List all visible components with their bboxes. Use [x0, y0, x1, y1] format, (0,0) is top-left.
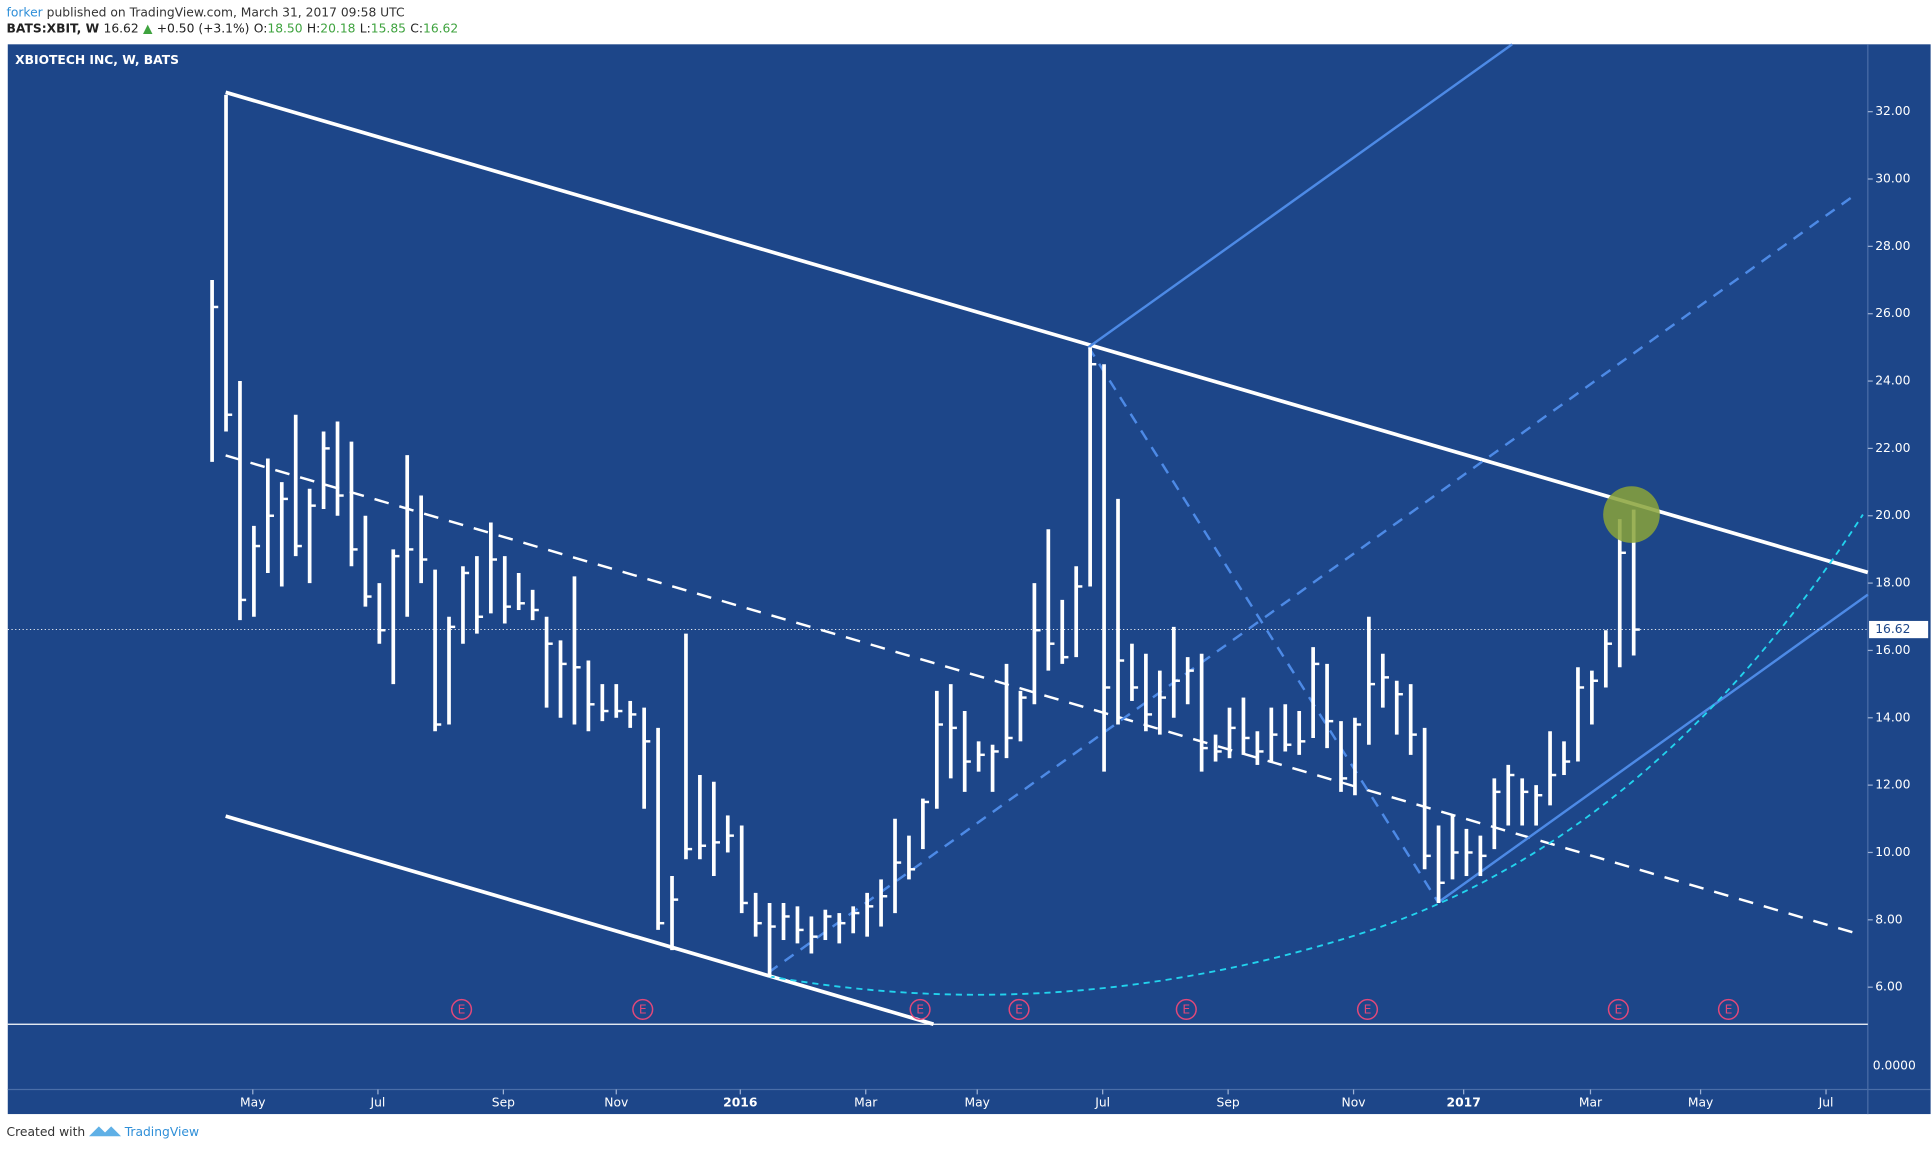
last: 16.62 — [104, 21, 139, 35]
event-label: E — [1614, 1003, 1622, 1017]
header-line-2: BATS:XBIT, W 16.62 ▲ +0.50 (+3.1%) O:18.… — [7, 21, 459, 35]
y-tick-label: 26.00 — [1875, 306, 1910, 320]
trendline — [225, 90, 1869, 575]
event-marker — [450, 998, 473, 1021]
event-label: E — [458, 1003, 466, 1017]
trendline — [225, 814, 935, 1026]
y-tick-label: 32.00 — [1875, 104, 1910, 118]
highlight-circle — [1603, 486, 1660, 543]
pitchfork-line — [1437, 593, 1869, 904]
last-price-label: 16.62 — [1875, 622, 1910, 636]
x-tick-label: Sep — [492, 1095, 515, 1109]
event-label: E — [1182, 1003, 1190, 1017]
x-tick-label: May — [1688, 1095, 1713, 1109]
x-tick-label: Mar — [1579, 1095, 1603, 1109]
event-label: E — [1015, 1003, 1023, 1017]
event-marker — [632, 998, 654, 1021]
y-tick-label: 18.00 — [1875, 576, 1910, 590]
event-label: E — [639, 1003, 647, 1017]
published: published on TradingView.com, March 31, … — [47, 5, 405, 19]
x-tick-label: Sep — [1217, 1095, 1240, 1109]
event-label: E — [1364, 1003, 1372, 1017]
l-value: 15.85 — [371, 21, 406, 35]
y-tick-label: 20.00 — [1875, 508, 1910, 522]
x-tick-label: Jul — [370, 1095, 386, 1109]
event-label: E — [1725, 1003, 1733, 1017]
c-label: C: — [410, 21, 423, 35]
x-tick-label: 2017 — [1447, 1095, 1481, 1109]
event-marker — [1607, 998, 1629, 1021]
l-label: L: — [360, 21, 371, 35]
y-tick-label: 22.00 — [1875, 441, 1910, 455]
footer-brand[interactable]: TradingView — [124, 1125, 199, 1139]
x-tick-label: Nov — [604, 1095, 628, 1109]
y-tick-label: 6.00 — [1875, 980, 1902, 994]
y-tick-label: 30.00 — [1875, 172, 1910, 186]
o-value: 18.50 — [267, 21, 302, 35]
o-label: O: — [254, 21, 268, 35]
event-marker — [1356, 998, 1379, 1021]
event-marker — [1175, 998, 1197, 1021]
footer-created: Created with — [7, 1125, 86, 1139]
change: +0.50 (+3.1%) — [157, 21, 250, 35]
x-tick-label: Nov — [1342, 1095, 1366, 1109]
footer-logo — [89, 1126, 122, 1137]
h-label: H: — [307, 21, 320, 35]
event-marker — [909, 998, 931, 1021]
event-label: E — [916, 1003, 924, 1017]
y-tick-label: 8.00 — [1875, 912, 1902, 926]
x-tick-label: 2016 — [723, 1095, 757, 1109]
chart-title: XBIOTECH INC, W, BATS — [15, 53, 179, 67]
x-tick-label: May — [965, 1095, 990, 1109]
pitchfork-dashed — [767, 193, 1857, 974]
pitchfork-dashed — [1087, 346, 1440, 903]
symbol: BATS:XBIT, W — [7, 21, 100, 35]
y-tick-label: 16.00 — [1875, 643, 1910, 657]
bars — [210, 94, 1640, 978]
pitchfork-line — [1087, 43, 1513, 349]
author[interactable]: forker — [7, 5, 44, 19]
chart-bg — [7, 44, 1931, 1115]
x-tick-label: Mar — [854, 1095, 878, 1109]
x-tick-label: Jul — [1094, 1095, 1110, 1109]
event-marker — [1717, 998, 1740, 1021]
event-marker — [1008, 998, 1030, 1021]
drawings — [225, 43, 1869, 1026]
arrow: ▲ — [143, 21, 153, 35]
y-tick-label: 28.00 — [1875, 239, 1910, 253]
h-value: 20.18 — [320, 21, 355, 35]
x-tick-label: May — [240, 1095, 265, 1109]
lower-pane-tick-label: 0.0000 — [1873, 1059, 1916, 1073]
x-tick-label: Jul — [1818, 1095, 1834, 1109]
last-price-box — [1869, 620, 1929, 639]
header-line-1: forker published on TradingView.com, Mar… — [7, 5, 405, 19]
y-tick-label: 14.00 — [1875, 710, 1910, 724]
c-value: 16.62 — [423, 21, 458, 35]
y-tick-label: 12.00 — [1875, 778, 1910, 792]
y-tick-label: 10.00 — [1875, 845, 1910, 859]
y-tick-label: 24.00 — [1875, 374, 1910, 388]
